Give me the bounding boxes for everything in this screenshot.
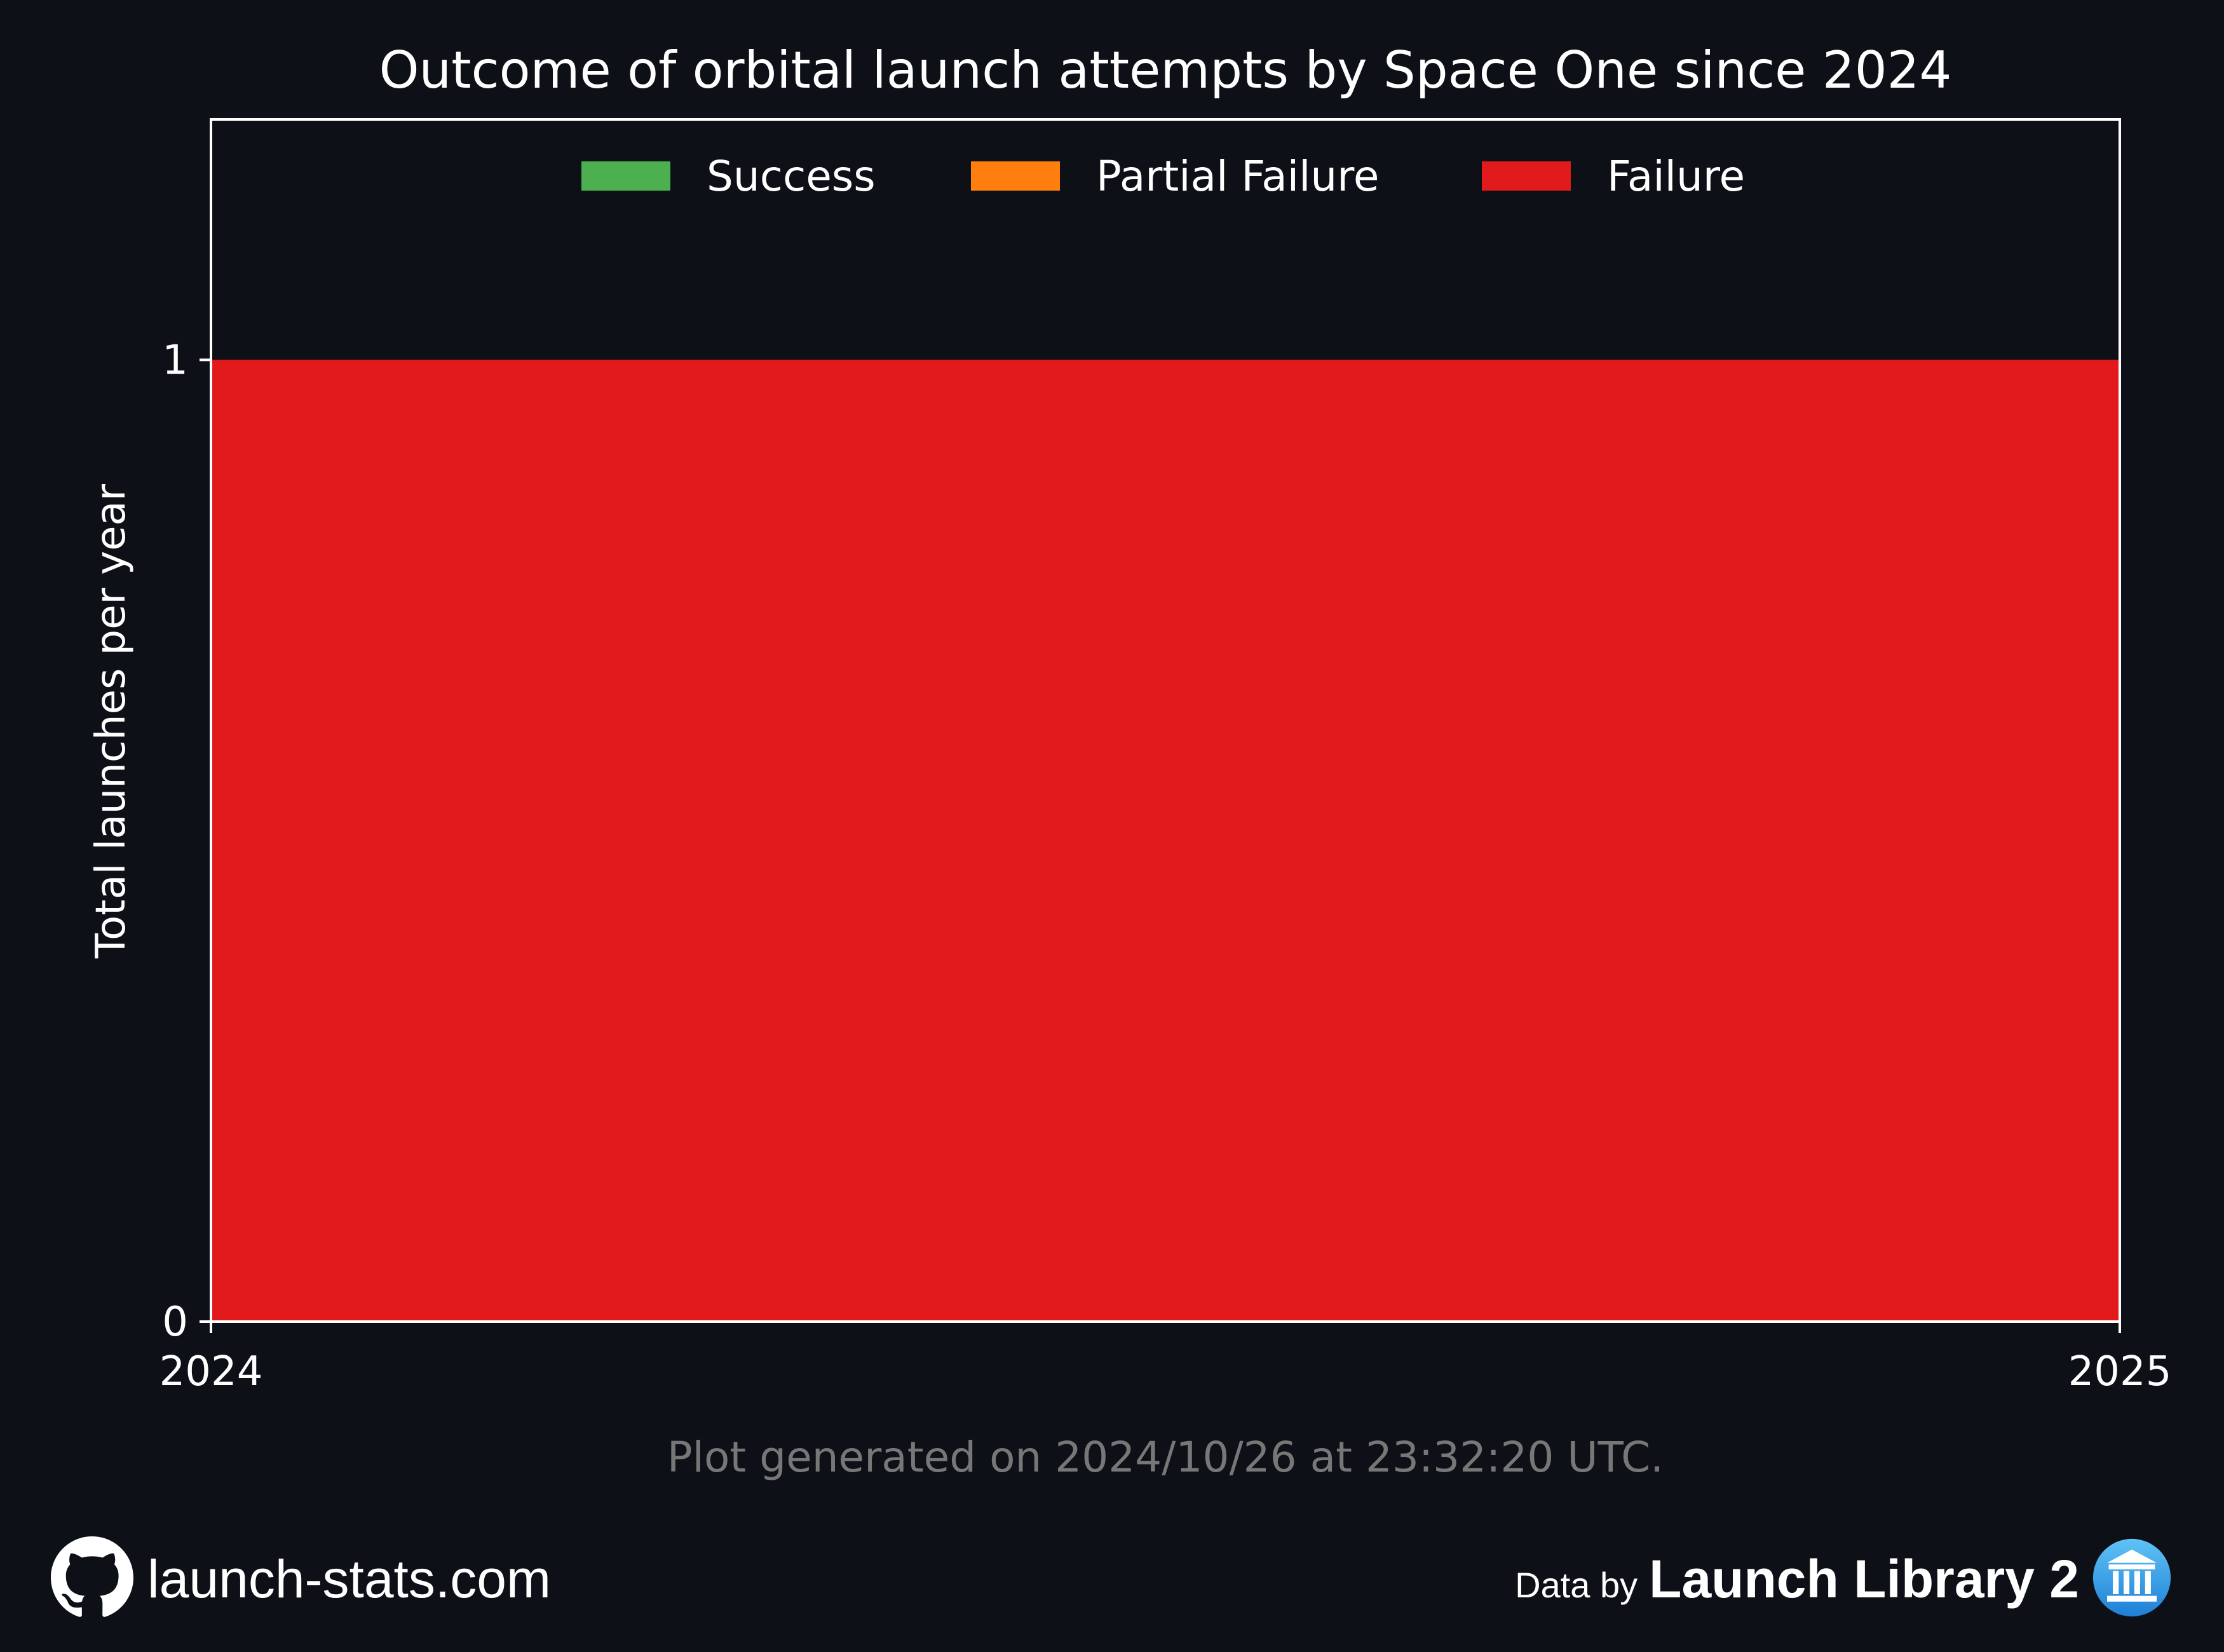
- legend-label-partial-failure: Partial Failure: [1096, 152, 1380, 201]
- legend-label-failure: Failure: [1607, 152, 1745, 201]
- legend-swatch-failure: [1482, 161, 1571, 191]
- x-tick-label: 2024: [159, 1348, 263, 1395]
- plot-areas: [211, 360, 2120, 1322]
- data-source-brand[interactable]: Launch Library 2: [1649, 1548, 2079, 1609]
- site-link[interactable]: launch-stats.com: [147, 1548, 551, 1609]
- chart-legend: Success Partial Failure Failure: [581, 152, 1745, 201]
- legend-swatch-partial-failure: [971, 161, 1060, 191]
- chart-title: Outcome of orbital launch attempts by Sp…: [379, 41, 1952, 100]
- generated-note: Plot generated on 2024/10/26 at 23:32:20…: [667, 1433, 1664, 1482]
- launch-library-icon: [2091, 1536, 2173, 1622]
- legend-label-success: Success: [707, 152, 876, 201]
- y-tick-label: 0: [162, 1299, 188, 1346]
- plot-frame: [210, 118, 2121, 1323]
- legend-swatch-success: [581, 161, 670, 191]
- footer-site[interactable]: launch-stats.com: [51, 1531, 551, 1627]
- footer-data-source[interactable]: Data by Launch Library 2: [1515, 1531, 2173, 1627]
- axis-ticks: 0 1 2024 2025: [159, 337, 2172, 1395]
- area-failure: [211, 360, 2120, 1322]
- data-by-prefix: Data by: [1515, 1564, 1638, 1605]
- x-tick-label: 2025: [2068, 1348, 2172, 1395]
- y-tick-label: 1: [162, 337, 188, 384]
- y-axis-label: Total launches per year: [88, 484, 135, 959]
- github-icon: [51, 1536, 133, 1622]
